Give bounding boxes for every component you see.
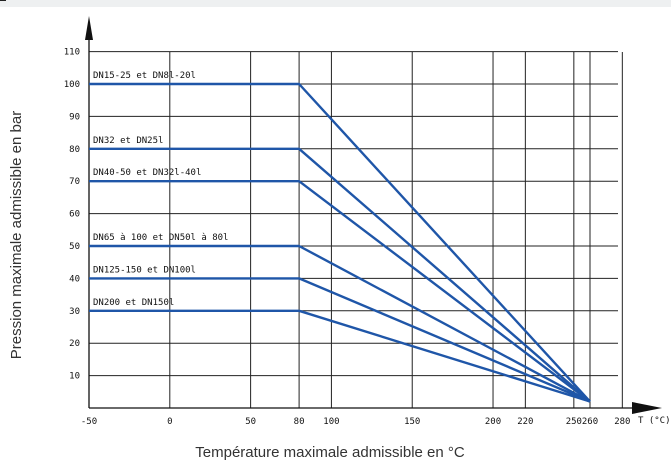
y-axis-arrow xyxy=(85,16,93,40)
x-axis-title: Température maximale admissible en °C xyxy=(195,444,465,461)
y-tick-label: 10 xyxy=(69,372,80,382)
x-tick-label: 100 xyxy=(323,417,339,427)
x-tick-label: 250 xyxy=(566,417,582,427)
chart-labels: 10 20 30 40 50 60 70 80 90 100 110 -50 0 50 80 100 150 20… xyxy=(64,48,631,427)
y-tick-label: 110 xyxy=(64,48,80,58)
y-tick-label: 30 xyxy=(69,307,80,317)
chart-grid xyxy=(88,51,623,408)
x-axis-unit-label: T (°C) xyxy=(638,416,671,426)
x-axis-arrow xyxy=(632,402,662,414)
x-tick-label: 150 xyxy=(404,417,420,427)
series-line xyxy=(89,147,591,403)
series-label: DN15-25 et DN8l-20l xyxy=(93,71,196,81)
y-tick-label: 100 xyxy=(64,80,80,90)
y-tick-label: 90 xyxy=(69,112,80,122)
series-label: DN125-150 et DN100l xyxy=(93,265,196,275)
y-tick-label: 40 xyxy=(69,274,80,284)
series-label: DN40-50 et DN32l-40l xyxy=(93,168,201,178)
series-label: DN32 et DN25l xyxy=(93,136,163,146)
top-bar-mark xyxy=(0,0,6,1)
x-tick-label: 280 xyxy=(614,417,630,427)
x-tick-label: 220 xyxy=(517,417,533,427)
x-tick-label: 50 xyxy=(245,417,256,427)
x-tick-label: -50 xyxy=(81,417,97,427)
series-line xyxy=(89,244,591,403)
x-tick-label: 200 xyxy=(485,417,501,427)
top-bar xyxy=(0,0,671,7)
y-tick-label: 60 xyxy=(69,210,80,220)
series-label: DN200 et DN150l xyxy=(93,298,174,308)
series-line xyxy=(89,277,591,403)
series-label: DN65 à 100 et DN50l à 80l xyxy=(93,233,228,243)
x-tick-label: 80 xyxy=(294,417,305,427)
y-tick-label: 20 xyxy=(69,339,80,349)
chart-axes xyxy=(85,16,662,414)
y-axis-title: Pression maximale admissible en bar xyxy=(8,111,25,359)
y-tick-label: 80 xyxy=(69,145,80,155)
chart-series xyxy=(89,82,591,403)
y-tick-label: 50 xyxy=(69,242,80,252)
series-line xyxy=(89,309,591,403)
x-tick-label: 260 xyxy=(582,417,598,427)
series-line xyxy=(89,180,591,403)
x-tick-label: 0 xyxy=(167,417,172,427)
y-tick-label: 70 xyxy=(69,177,80,187)
series-line xyxy=(89,82,591,403)
